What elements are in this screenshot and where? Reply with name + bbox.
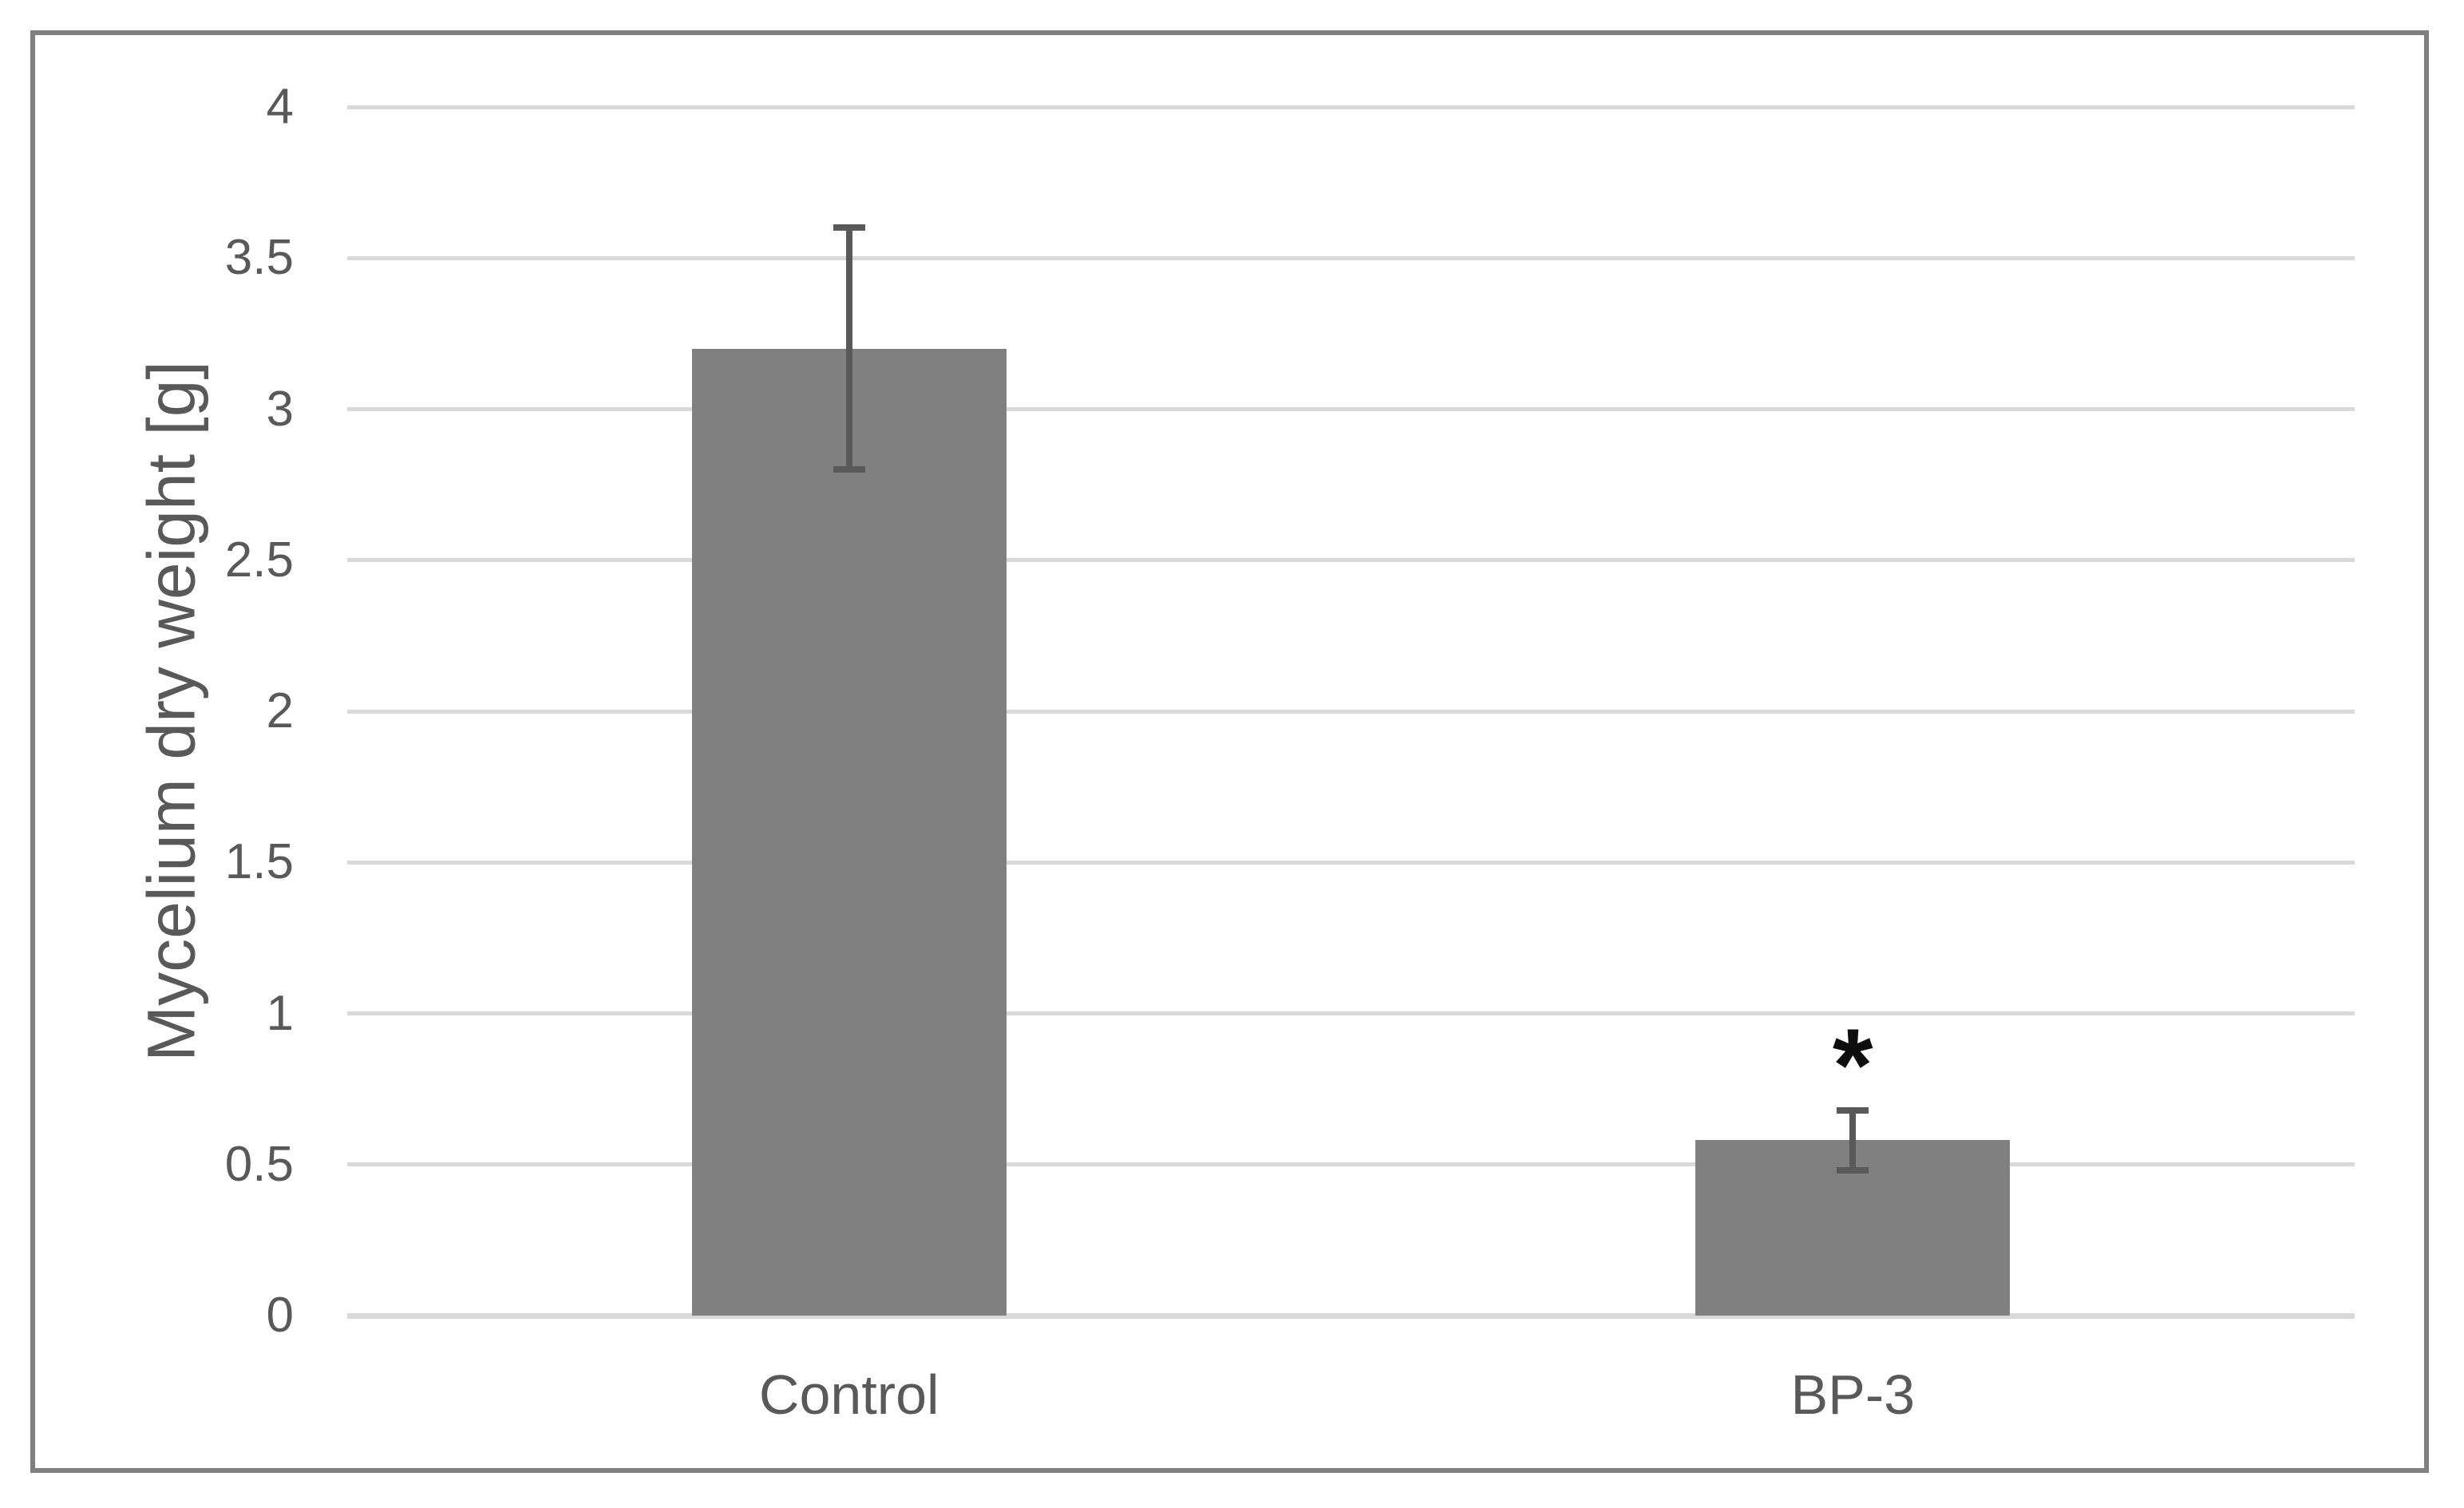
bar-control xyxy=(691,348,1007,1316)
y-tick-label: 0.5 xyxy=(224,1136,294,1192)
gridline xyxy=(347,407,2355,411)
gridline xyxy=(347,709,2355,714)
y-tick-label: 1 xyxy=(266,985,294,1041)
category-label: Control xyxy=(758,1364,939,1426)
y-tick-label: 4 xyxy=(266,79,294,134)
y-tick-label: 2 xyxy=(266,683,294,738)
error-bar-line xyxy=(845,228,852,470)
gridline xyxy=(347,860,2355,865)
gridline xyxy=(347,558,2355,563)
gridline xyxy=(347,1011,2355,1015)
gridline xyxy=(347,1162,2355,1167)
chart-border xyxy=(30,30,2429,1473)
category-label: BP-3 xyxy=(1790,1364,1916,1426)
y-tick-label: 2.5 xyxy=(224,532,294,588)
gridline xyxy=(347,255,2355,260)
y-tick-label: 3.5 xyxy=(224,230,294,286)
y-tick-label: 3 xyxy=(266,381,294,437)
x-axis-line xyxy=(347,1312,2355,1319)
gridline xyxy=(347,105,2355,109)
error-bar-cap-bottom xyxy=(833,466,865,473)
error-bar-line xyxy=(1849,1110,1857,1171)
y-tick-label: 0 xyxy=(266,1288,294,1343)
error-bar-cap-top xyxy=(1837,1106,1869,1114)
significance-asterisk: * xyxy=(1832,1006,1873,1123)
error-bar-cap-bottom xyxy=(1837,1167,1869,1174)
y-tick-label: 1.5 xyxy=(224,834,294,890)
error-bar-cap-top xyxy=(833,224,865,232)
